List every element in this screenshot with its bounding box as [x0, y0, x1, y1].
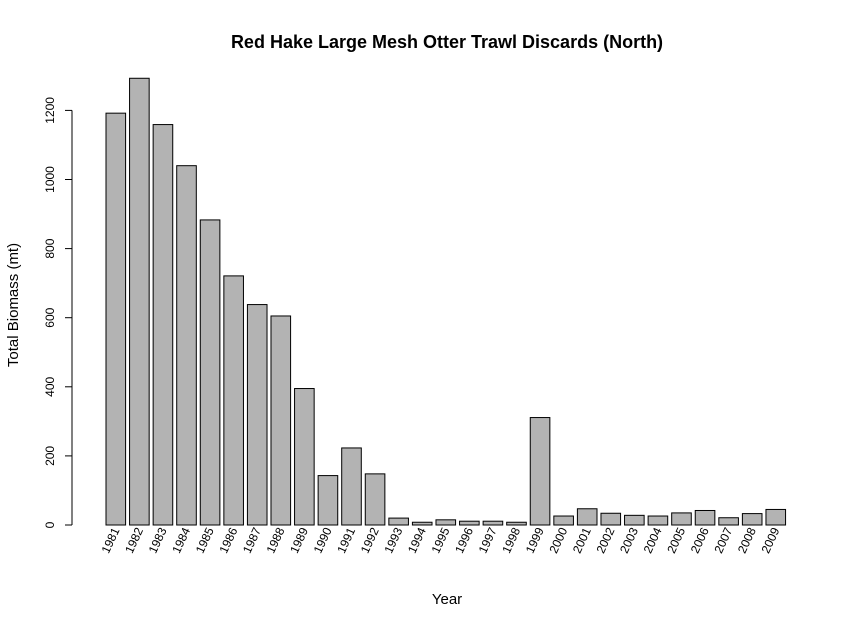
x-tick-label: 1989: [287, 525, 311, 555]
bar-1981: [105, 112, 127, 526]
y-axis: 0 200 400 600 800 1000 1200: [43, 97, 73, 528]
x-tick-label: 2007: [711, 525, 735, 555]
bar-1988: [270, 315, 292, 526]
x-tick-label: 2008: [735, 525, 759, 555]
x-tick-label: 2004: [641, 525, 665, 555]
x-tick-label: 1999: [523, 525, 547, 555]
bar-2009: [765, 508, 787, 526]
bar-2008: [741, 513, 763, 526]
bar-1990: [317, 475, 339, 526]
bar-1998: [506, 521, 527, 526]
x-tick-label: 1988: [264, 525, 288, 555]
x-tick-label: 1985: [193, 525, 217, 555]
x-tick-label: 2003: [617, 525, 641, 555]
x-tick-labels: 1981 1982 1983 1984 1985 1986 1987 1988 1989 1990…: [99, 525, 783, 555]
y-tick-label: 400: [43, 376, 57, 396]
x-tick-label: 1995: [429, 525, 453, 555]
x-tick-label: 1996: [452, 525, 476, 555]
bar-2001: [576, 508, 598, 526]
bar-2004: [647, 515, 669, 526]
bar-1994: [411, 521, 433, 526]
x-tick-label: 2002: [594, 525, 618, 555]
x-tick-label: 2005: [664, 525, 688, 555]
x-tick-label: 1983: [146, 525, 170, 555]
bar-2007: [718, 517, 739, 526]
x-tick-label: 1994: [405, 525, 429, 555]
x-tick-label: 1986: [216, 525, 240, 555]
bar-1999: [529, 417, 551, 526]
x-tick-label: 1992: [358, 525, 382, 555]
y-axis-label: Total Biomass (mt): [5, 243, 22, 367]
x-tick-label: 1984: [169, 525, 193, 555]
x-tick-label: 1998: [499, 525, 523, 555]
y-tick-label: 1000: [43, 166, 57, 193]
x-tick-label: 1990: [311, 525, 335, 555]
bar-1987: [246, 304, 268, 526]
bar-1996: [459, 520, 480, 526]
bar-1992: [364, 473, 386, 526]
x-tick-label: 1982: [122, 525, 146, 555]
bar-1993: [388, 517, 409, 526]
y-tick-label: 600: [43, 307, 57, 327]
bars: [105, 77, 787, 526]
x-tick-label: 1993: [381, 525, 405, 555]
y-tick-label: 200: [43, 446, 57, 466]
x-tick-label: 2009: [759, 525, 783, 555]
bar-1989: [294, 388, 315, 526]
bar-2006: [694, 509, 716, 526]
x-axis-label: Year: [432, 591, 462, 608]
chart-title: Red Hake Large Mesh Otter Trawl Discards…: [231, 32, 663, 52]
bar-2000: [553, 515, 574, 526]
bar-1984: [176, 165, 197, 526]
bar-1983: [152, 124, 174, 526]
bar-2002: [600, 512, 622, 526]
bar-1982: [129, 77, 150, 526]
bar-2003: [624, 514, 645, 526]
x-tick-label: 1997: [476, 525, 500, 555]
bar-1995: [435, 519, 457, 526]
x-tick-label: 1991: [334, 525, 358, 555]
x-tick-label: 1981: [99, 525, 123, 555]
bar-1985: [199, 219, 221, 526]
bar-1991: [341, 447, 362, 526]
x-tick-label: 2001: [570, 525, 594, 555]
bar-1997: [482, 520, 504, 526]
y-tick-label: 1200: [43, 97, 57, 124]
bar-2005: [671, 512, 692, 526]
y-tick-label: 800: [43, 238, 57, 258]
x-tick-label: 2006: [688, 525, 712, 555]
y-tick-label: 0: [43, 521, 57, 528]
x-tick-label: 1987: [240, 525, 264, 555]
bar-1986: [223, 275, 244, 526]
x-tick-label: 2000: [546, 525, 570, 555]
